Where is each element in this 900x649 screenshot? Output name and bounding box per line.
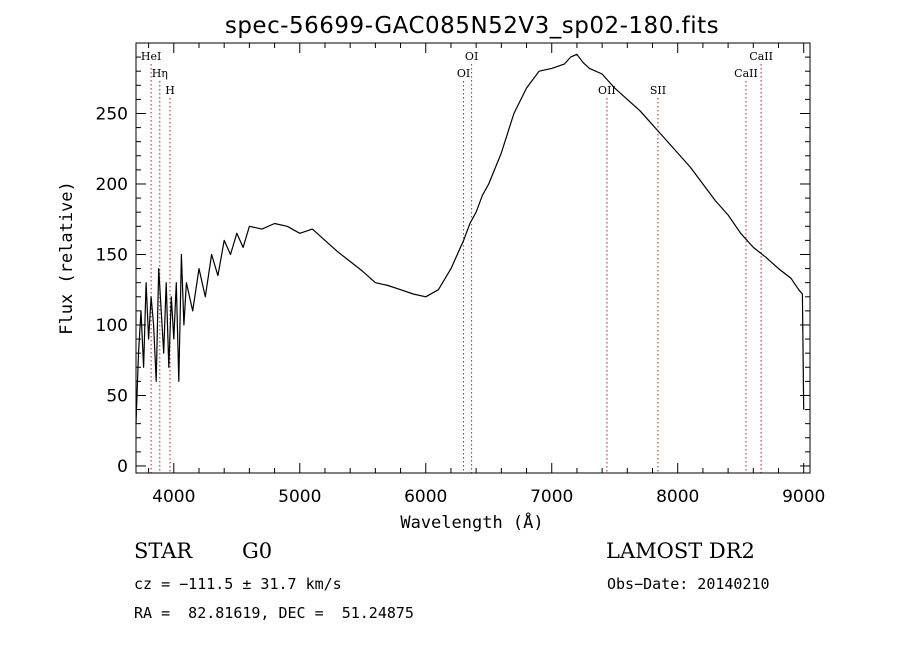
- emission-line-label: H: [165, 84, 175, 97]
- x-tick-label: 7000: [530, 487, 573, 507]
- y-tick-label: 250: [96, 104, 128, 124]
- x-axis-title: Wavelength (Å): [400, 511, 543, 533]
- x-tick-label: 6000: [404, 487, 447, 507]
- object-class-label: STAR: [134, 539, 193, 563]
- chart-title: spec-56699-GAC085N52V3_sp02-180.fits: [225, 13, 719, 39]
- emission-line-label: SII: [650, 84, 666, 97]
- emission-line-label: OI: [457, 67, 470, 80]
- emission-line-label: OI: [465, 50, 478, 63]
- redshift-velocity: cz = −111.5 ± 31.7 km/s: [134, 575, 342, 593]
- spectrum-series-line: [135, 53, 805, 424]
- y-tick-label: 100: [96, 316, 128, 336]
- y-tick-label: 0: [117, 457, 128, 477]
- observation-date: Obs−Date: 20140210: [607, 575, 770, 593]
- emission-line-label: OII: [598, 84, 616, 97]
- y-tick-label: 200: [96, 175, 128, 195]
- sky-coordinates: RA = 82.81619, DEC = 51.24875: [134, 604, 414, 622]
- emission-line-markers: HeI Hη H OI OI OII SII CaII CaII: [141, 50, 773, 473]
- survey-label: LAMOST DR2: [606, 539, 755, 563]
- x-tick-label: 5000: [278, 487, 321, 507]
- emission-line-label: CaII: [749, 50, 773, 63]
- y-tick-label: 50: [106, 386, 128, 406]
- y-axis: 0 50 100 150 200 250: [96, 56, 810, 477]
- plot-frame: [135, 42, 811, 474]
- y-tick-label: 150: [96, 245, 128, 265]
- x-tick-label: 8000: [656, 487, 699, 507]
- x-tick-label: 9000: [782, 487, 825, 507]
- x-tick-label: 4000: [152, 487, 195, 507]
- y-axis-title: Flux (relative): [57, 181, 77, 335]
- subclass-label: G0: [242, 539, 273, 563]
- x-axis: 4000 5000 6000 7000 8000 9000: [148, 43, 825, 507]
- emission-line-label: HeI: [141, 50, 161, 63]
- emission-line-label: CaII: [734, 67, 758, 80]
- emission-line-label: Hη: [152, 67, 168, 80]
